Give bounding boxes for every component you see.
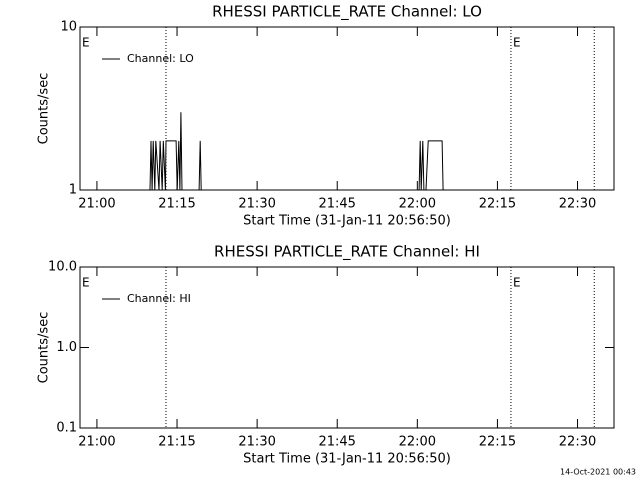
x-axis-label: Start Time (31-Jan-11 20:56:50) bbox=[243, 214, 451, 229]
y-tick-label: 1 bbox=[69, 183, 77, 198]
x-tick-label: 21:30 bbox=[238, 197, 275, 212]
event-label: E bbox=[513, 276, 521, 290]
chart-title: RHESSI PARTICLE_RATE Channel: LO bbox=[212, 3, 482, 22]
event-label: E bbox=[513, 36, 521, 50]
timestamp: 14-Oct-2021 00:43 bbox=[560, 468, 636, 477]
x-tick-label: 21:15 bbox=[158, 435, 195, 450]
legend-label: Channel: LO bbox=[127, 52, 194, 65]
x-tick-label: 22:00 bbox=[399, 197, 436, 212]
y-axis-label: Counts/sec bbox=[37, 312, 52, 384]
x-axis-label: Start Time (31-Jan-11 20:56:50) bbox=[243, 452, 451, 467]
x-tick-label: 21:00 bbox=[78, 435, 115, 450]
y-tick-label: 10.0 bbox=[48, 260, 77, 275]
x-tick-label: 21:00 bbox=[78, 197, 115, 212]
y-tick-label: 0.1 bbox=[56, 421, 77, 436]
x-tick-label: 22:15 bbox=[479, 197, 516, 212]
x-tick-label: 22:30 bbox=[559, 197, 596, 212]
x-tick-label: 21:45 bbox=[318, 197, 355, 212]
x-tick-label: 22:15 bbox=[479, 435, 516, 450]
y-axis-label: Counts/sec bbox=[37, 73, 52, 145]
chart-title: RHESSI PARTICLE_RATE Channel: HI bbox=[214, 243, 480, 262]
data-line bbox=[80, 112, 614, 191]
x-tick-label: 21:45 bbox=[318, 435, 355, 450]
event-label: E bbox=[82, 36, 90, 50]
legend-label: Channel: HI bbox=[127, 292, 191, 305]
y-tick-label: 10 bbox=[60, 20, 77, 35]
y-tick-label: 1.0 bbox=[56, 340, 77, 355]
event-label: E bbox=[82, 276, 90, 290]
x-tick-label: 22:30 bbox=[559, 435, 596, 450]
x-tick-label: 21:30 bbox=[238, 435, 275, 450]
x-tick-label: 22:00 bbox=[399, 435, 436, 450]
x-tick-label: 21:15 bbox=[158, 197, 195, 212]
